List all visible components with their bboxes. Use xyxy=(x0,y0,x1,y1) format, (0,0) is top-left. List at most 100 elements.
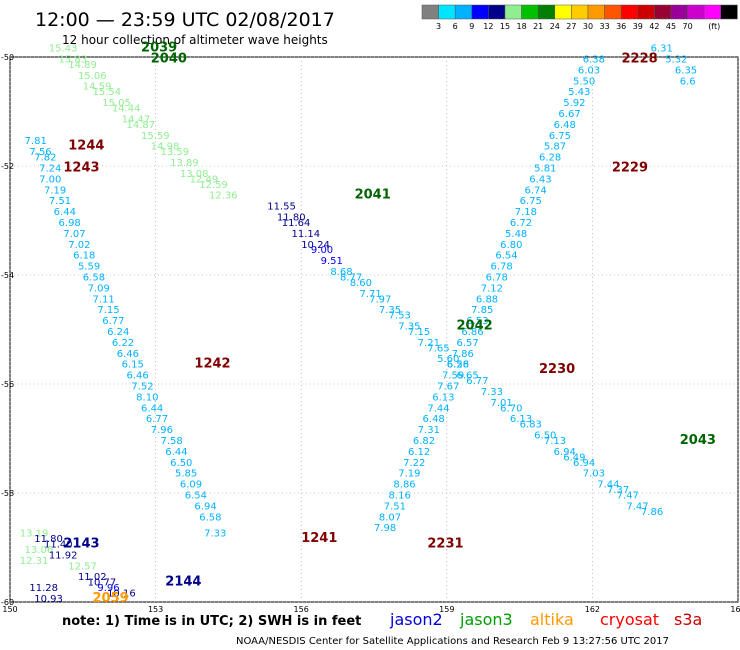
x-tick-label: 153 xyxy=(148,605,163,614)
legend-swatch xyxy=(471,4,489,20)
swh-value: 7.52 xyxy=(131,381,153,392)
legend-swatch xyxy=(488,4,506,20)
swh-value: 6.18 xyxy=(73,251,95,262)
legend-swatch xyxy=(521,4,539,20)
legend-swatch xyxy=(703,4,722,20)
swh-value: 7.71 xyxy=(359,289,381,300)
swh-value: 6.48 xyxy=(554,120,576,131)
footer-note: note: 1) Time is in UTC; 2) SWH is in fe… xyxy=(62,614,361,629)
legend-swatch xyxy=(571,4,589,20)
swh-value: 11.14 xyxy=(291,229,320,240)
swh-value: 8.60 xyxy=(350,278,372,289)
swh-value: 6.24 xyxy=(107,327,129,338)
swh-value: 12.36 xyxy=(209,191,238,202)
legend-label: 12 xyxy=(483,22,493,31)
swh-value: 7.31 xyxy=(418,425,440,436)
pass-label: 1241 xyxy=(301,531,337,546)
swh-value: 14.87 xyxy=(126,120,155,131)
swh-value: 7.65 xyxy=(427,343,449,354)
swh-value: 7.21 xyxy=(418,338,440,349)
swh-value: 6.54 xyxy=(495,251,517,262)
swh-value: 5.48 xyxy=(505,229,527,240)
swh-value: 7.03 xyxy=(583,469,605,480)
swh-value: 7.19 xyxy=(398,469,420,480)
swh-value: 7.35 xyxy=(379,305,401,316)
swh-value: 7.02 xyxy=(68,240,90,251)
swh-value: 7.81 xyxy=(25,136,47,147)
y-tick-label: -54 xyxy=(1,271,14,280)
swh-value: 15.59 xyxy=(141,131,170,142)
y-tick-label: -60 xyxy=(1,598,14,607)
footer-credit: NOAA/NESDIS Center for Satellite Applica… xyxy=(236,636,669,647)
legend-label: 9 xyxy=(469,22,474,31)
swh-value: 9.96 xyxy=(97,583,119,594)
swh-value: 6.6 xyxy=(680,76,696,87)
swh-value: 6.86 xyxy=(461,327,483,338)
swh-value: 7.44 xyxy=(427,403,449,414)
legend-swatch xyxy=(554,4,572,20)
swh-value: 6.67 xyxy=(558,109,580,120)
swh-value: 9.51 xyxy=(321,256,343,267)
legend-label: 3 xyxy=(436,22,441,31)
swh-value: 12.59 xyxy=(199,180,228,191)
swh-value: 14.47 xyxy=(122,114,151,125)
legend-label: 21 xyxy=(533,22,543,31)
swh-value: 5.85 xyxy=(175,469,197,480)
swh-value: 11.55 xyxy=(267,202,296,213)
legend-swatch xyxy=(620,4,639,20)
swh-value: 13.06 xyxy=(25,545,54,556)
swh-value: 7.96 xyxy=(151,425,173,436)
swh-value: 10.24 xyxy=(301,240,330,251)
swh-value: 6.50 xyxy=(170,458,192,469)
pass-label: 2231 xyxy=(427,537,463,552)
swh-value: 6.94 xyxy=(194,501,216,512)
x-tick-label: 159 xyxy=(439,605,454,614)
swh-value: 6.38 xyxy=(583,54,605,65)
pass-label: 1242 xyxy=(194,357,230,372)
swh-value: 7.97 xyxy=(369,294,391,305)
y-tick-label: -50 xyxy=(1,53,14,62)
swh-value: 6.57 xyxy=(457,338,479,349)
pass-label: 1243 xyxy=(63,160,99,175)
pass-label: 2230 xyxy=(539,362,575,377)
y-tick-label: -58 xyxy=(1,489,14,498)
swh-value: 7.24 xyxy=(39,163,61,174)
swh-value: 6.78 xyxy=(486,272,508,283)
swh-value: 7.33 xyxy=(204,529,226,540)
axis-ticks: 150 153 156 159 162 165 -50 -52 -54 -56 -58 -60 xyxy=(1,53,740,614)
pass-label: 1244 xyxy=(68,139,104,154)
swh-value: 11.28 xyxy=(29,583,58,594)
swh-value: 6.50 xyxy=(534,431,556,442)
swh-value: 7.12 xyxy=(481,283,503,294)
swh-value: 11.80 xyxy=(34,534,63,545)
swh-value: 8.10 xyxy=(136,392,158,403)
swh-value: 14.59 xyxy=(83,82,112,93)
swh-value: 6.65 xyxy=(457,371,479,382)
pass-label: 2144 xyxy=(165,575,201,590)
map-subtitle: 12 hour collection of altimeter wave hei… xyxy=(62,33,328,47)
pass-label: 2229 xyxy=(612,160,648,175)
legend-label: 6 xyxy=(453,22,458,31)
legend-label: 70 xyxy=(683,22,693,31)
swh-value: 6.58 xyxy=(83,272,105,283)
swh-value: 7.19 xyxy=(44,185,66,196)
swh-value: 8.16 xyxy=(389,490,411,501)
swh-value: 7.37 xyxy=(607,485,629,496)
legend-swatch xyxy=(670,4,688,20)
swh-value: 5.60 xyxy=(437,354,459,365)
y-tick-label: -52 xyxy=(1,162,14,171)
swh-value: 7.35 xyxy=(398,322,420,333)
swh-value: 15.43 xyxy=(49,44,78,55)
swh-value: 6.13 xyxy=(432,392,454,403)
pass-label: 2041 xyxy=(355,188,391,203)
legend-label: 36 xyxy=(616,22,626,31)
satellite-name: jason3 xyxy=(459,610,513,629)
swh-value: 5.92 xyxy=(563,98,585,109)
legend-label: 30 xyxy=(583,22,593,31)
swh-value: 12.49 xyxy=(190,174,219,185)
swh-value: 5.32 xyxy=(665,54,687,65)
swh-value: 6.82 xyxy=(413,436,435,447)
swh-value: 5.50 xyxy=(573,76,595,87)
swh-value: 6.77 xyxy=(102,316,124,327)
